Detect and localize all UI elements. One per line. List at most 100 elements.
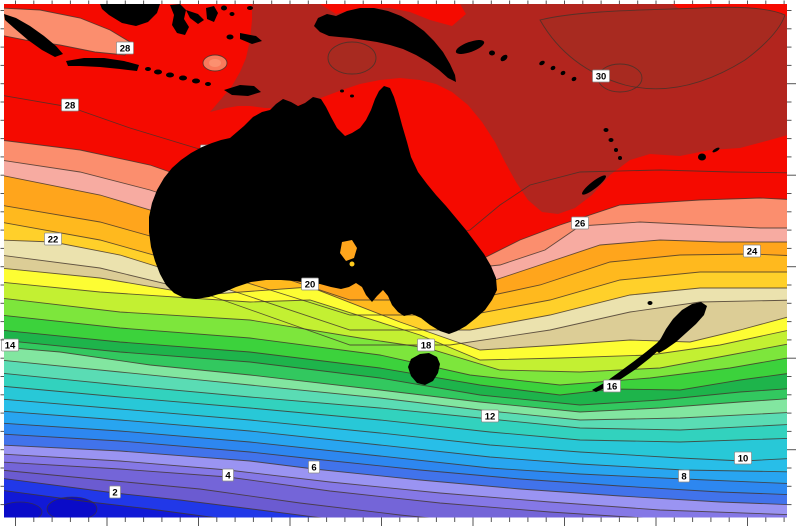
contour-line-8: [4, 422, 787, 484]
contour-label-box: [301, 277, 319, 291]
contour-line-16: [4, 329, 787, 396]
cool-patch-banda-sea: [4, 7, 131, 56]
contour-label-value: 20: [305, 280, 316, 291]
contour-label-box: [116, 41, 134, 55]
contour-label-box: [592, 69, 610, 83]
contour-label-value: 6: [311, 463, 316, 474]
contour-label-value: 8: [681, 472, 686, 483]
contour-label-box: [481, 409, 499, 423]
contour-line-19: [4, 281, 787, 361]
landmass-timor: [224, 85, 261, 96]
contour-line-12: [4, 372, 787, 431]
island-sumbawa: [166, 72, 174, 78]
contour-label-value: 26: [575, 219, 586, 230]
contour-line-14: [4, 346, 787, 413]
contour-label-box: [678, 469, 690, 483]
island-arafura-1: [340, 89, 344, 93]
contour-line-7: [4, 433, 787, 495]
cold-pool-1: [4, 501, 43, 518]
contour-line-6: [4, 444, 787, 505]
island-new-ireland: [489, 50, 495, 56]
island-nz-northland-tip: [647, 301, 653, 305]
contour-lines: [4, 95, 787, 518]
island-sumba: [192, 78, 200, 84]
contour-label-value: 4: [225, 471, 231, 482]
contour-line-21: [4, 255, 787, 346]
contour-line-11: [4, 385, 787, 443]
contour-line-26: [4, 160, 787, 271]
contour-label-box: [222, 468, 234, 482]
contour-label-value: 24: [747, 247, 758, 258]
contour-label-value: 10: [738, 454, 749, 465]
contour-label-box: [743, 244, 761, 258]
island-solomon-3: [560, 70, 566, 76]
contour-label-28-1: 28: [61, 98, 79, 112]
island-obi: [229, 12, 235, 16]
contour-label-22-6: 22: [44, 232, 62, 246]
contour-label-value: 22: [48, 235, 59, 246]
island-bali: [145, 67, 151, 71]
island-bougainville: [500, 54, 508, 62]
island-lombok: [154, 69, 162, 75]
contour-label-box: [61, 98, 79, 112]
contour-line-15: [4, 339, 787, 406]
contour-label-box: [734, 451, 752, 465]
contour-label-20-7: 20: [301, 277, 319, 291]
landmass-sumatra: [4, 14, 63, 57]
contour-line-18: [4, 298, 787, 373]
island-vanuatu-3: [614, 148, 618, 152]
contour-label-28-0: 28: [116, 41, 134, 55]
band-28-29-north-strip: [320, 4, 466, 26]
contour-label-box: [571, 216, 589, 230]
island-vanuatu-1: [603, 128, 609, 132]
contour-label-10-12: 10: [734, 451, 752, 465]
contour-label-box: [308, 460, 320, 474]
contour-line-2: [4, 478, 322, 518]
landmass-sulawesi: [170, 4, 189, 35]
island-new-caledonia: [581, 175, 607, 195]
contour-label-value: 28: [120, 44, 131, 55]
landmass-nz-north-island: [655, 302, 707, 353]
landmasses: [4, 4, 720, 392]
cool-ring-flores-inner: [209, 59, 221, 67]
contour-line-28: [4, 95, 787, 241]
contour-label-30-2: 30: [592, 69, 610, 83]
contour-label-2-16: 2: [109, 485, 121, 499]
island-fiji-2: [712, 147, 720, 153]
contour-label-box: [603, 379, 621, 393]
contour-label-value: 30: [596, 72, 607, 83]
contour-label-14-10: 14: [1, 338, 19, 352]
island-solomon-1: [539, 60, 545, 66]
landmass-tasmania: [408, 353, 440, 385]
contour-label-26-4: 26: [571, 216, 589, 230]
landmass-sulawesi-arm: [186, 10, 204, 24]
landmass-java: [66, 58, 139, 71]
contour-line-3: [4, 469, 430, 518]
contour-label-value: 14: [5, 341, 16, 352]
landmass-halmahera: [206, 6, 218, 22]
island-fiji: [698, 153, 706, 161]
contour-label-value: 12: [485, 412, 496, 423]
contour-label-box: [44, 232, 62, 246]
cold-pool-2: [46, 496, 98, 518]
contour-line-10: [4, 398, 787, 462]
island-north-maluku: [247, 6, 253, 10]
island-morotai: [221, 5, 227, 11]
island-vanuatu-2: [608, 138, 614, 142]
island-wetar: [205, 82, 211, 86]
landmass-australia: [149, 86, 497, 334]
contour-line-1: [4, 490, 218, 518]
contour-label-box: [1, 338, 19, 352]
contour-label-16-9: 16: [603, 379, 621, 393]
contour-line-25: [4, 175, 787, 286]
landmass-new-guinea: [314, 8, 456, 82]
contour-labels: 28 28 30 26 24 22 20 18 16 14 12 10 8 6 4 2: [1, 41, 761, 499]
contour-line-17: [4, 314, 787, 386]
contour-label-12-11: 12: [481, 409, 499, 423]
contour-line-4: [4, 461, 644, 518]
contour-label-box: [417, 338, 435, 352]
island-arafura-2: [350, 94, 354, 98]
